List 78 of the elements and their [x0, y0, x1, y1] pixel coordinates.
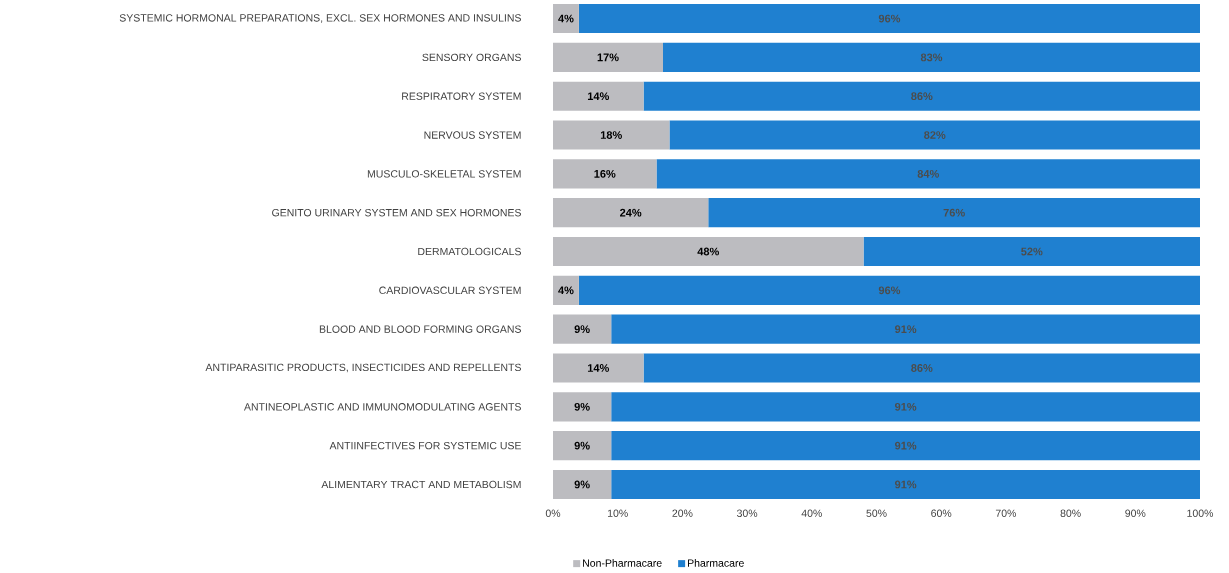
x-tick-label: 60% [931, 509, 952, 517]
data-label: 82% [924, 131, 946, 139]
legend-label: Non-Pharmacare [583, 559, 662, 567]
x-tick-label: 90% [1125, 509, 1146, 517]
data-label: 16% [594, 169, 616, 178]
data-label: 18% [600, 131, 622, 139]
data-label: 9% [574, 325, 590, 334]
y-tick-label: RESPIRATORY SYSTEM [402, 92, 521, 100]
y-tick-label: ALIMENTARY TRACT AND METABOLISM [321, 480, 521, 489]
y-tick-label: CARDIOVASCULAR SYSTEM [379, 286, 521, 295]
bar [578, 275, 1201, 305]
bar [656, 159, 1201, 189]
data-label: 91% [894, 325, 917, 334]
data-label: 83% [920, 53, 943, 62]
data-label: 17% [597, 53, 619, 62]
y-tick-label: NERVOUS SYSTEM [424, 131, 521, 139]
x-tick-label: 10% [607, 509, 628, 517]
data-label: 48% [697, 247, 719, 256]
bar [553, 469, 612, 500]
bar [643, 353, 1201, 383]
bar [643, 81, 1201, 111]
bar [553, 275, 579, 305]
data-label: 86% [911, 364, 933, 372]
y-tick-label: MUSCULO-SKELETAL SYSTEM [367, 170, 521, 178]
data-label: 91% [894, 441, 917, 450]
bar [553, 81, 644, 111]
data-label: 9% [574, 480, 590, 489]
bar [553, 159, 657, 189]
y-tick-label: BLOOD AND BLOOD FORMING ORGANS [319, 325, 521, 333]
bar [553, 120, 670, 150]
data-label: 86% [911, 92, 933, 101]
bar [611, 392, 1201, 422]
data-label: 91% [894, 402, 917, 411]
y-tick-label: GENITO URINARY SYSTEM AND SEX HORMONES [272, 208, 521, 217]
x-tick-label: 0% [545, 509, 561, 517]
data-label: 96% [878, 14, 901, 23]
y-tick-label: ANTINEOPLASTIC AND IMMUNOMODULATING AGENTS [243, 403, 521, 411]
data-label: 14% [587, 92, 610, 101]
x-tick-label: 30% [736, 509, 758, 517]
bar [611, 431, 1201, 461]
data-label: 76% [943, 208, 965, 217]
y-tick-label: SYSTEMIC HORMONAL PREPARATIONS, EXCL. SEX HORMONES AND INSULINS [119, 14, 521, 23]
x-tick-label: 70% [995, 509, 1017, 517]
data-label: 52% [1021, 247, 1043, 256]
x-tick-label: 80% [1060, 509, 1081, 517]
data-label: 96% [878, 286, 901, 295]
x-tick-label: 50% [866, 509, 887, 517]
data-label: 9% [574, 402, 590, 411]
data-label: 4% [558, 14, 574, 23]
bar [553, 314, 612, 344]
bar [553, 198, 709, 228]
data-label: 14% [587, 364, 610, 372]
bar [553, 353, 644, 383]
bar [553, 431, 612, 461]
bar [669, 120, 1201, 150]
y-tick-label: DERMATOLOGICALS [418, 247, 521, 256]
bar [611, 469, 1201, 500]
data-label: 4% [558, 286, 574, 295]
x-tick-label: 20% [672, 509, 693, 517]
bar [553, 3, 579, 34]
bar [863, 236, 1201, 267]
y-tick-label: SENSORY ORGANS [422, 53, 521, 62]
bar [662, 42, 1201, 72]
data-label: 24% [620, 208, 642, 217]
bar [553, 42, 663, 72]
x-tick-label: 40% [801, 509, 822, 517]
legend-label: Pharmacare [687, 559, 744, 567]
bar [553, 236, 864, 267]
bar [611, 314, 1201, 344]
bar [553, 392, 612, 422]
y-tick-label: ANTIINFECTIVES FOR SYSTEMIC USE [329, 441, 521, 450]
data-label: 9% [574, 441, 590, 450]
x-tick-label: 100% [1187, 509, 1214, 517]
bar [708, 198, 1201, 228]
bar [578, 3, 1201, 34]
data-label: 91% [894, 480, 917, 489]
y-tick-label: ANTIPARASITIC PRODUCTS, INSECTICIDES AND REPELLENTS [205, 363, 521, 373]
data-label: 84% [917, 169, 939, 178]
